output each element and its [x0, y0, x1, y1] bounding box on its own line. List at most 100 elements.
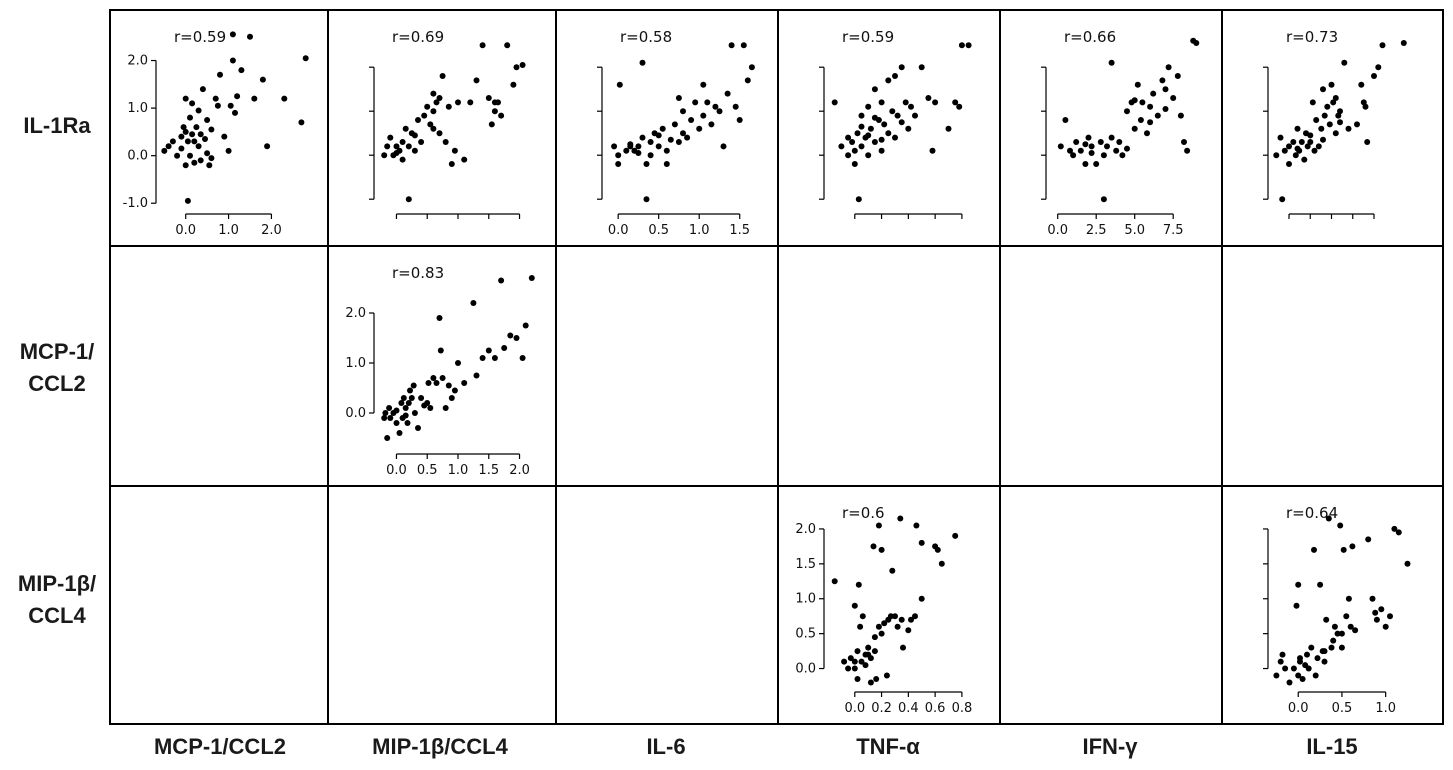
data-point [1070, 152, 1077, 159]
data-point [298, 119, 305, 126]
y-tick-label: 0.5 [795, 627, 816, 642]
data-point [522, 322, 529, 329]
data-point [400, 395, 407, 401]
data-point [1404, 560, 1411, 567]
data-point [1337, 119, 1343, 126]
x-tick-label: 0.6 [925, 701, 946, 716]
data-point [894, 623, 901, 630]
data-point [1352, 627, 1359, 634]
data-point [421, 402, 428, 409]
data-point [1279, 196, 1286, 203]
x-tick-label: 7.5 [1163, 223, 1184, 238]
data-point [1318, 125, 1325, 132]
data-point [1349, 543, 1356, 550]
data-point [867, 679, 874, 686]
data-point [639, 59, 646, 66]
data-point [1282, 665, 1289, 672]
data-point [1378, 606, 1385, 613]
data-point [875, 522, 882, 529]
data-point [479, 42, 486, 49]
x-tick-label: 0.0 [608, 223, 629, 238]
data-point [229, 57, 236, 64]
data-point [1139, 99, 1146, 106]
data-point [1073, 139, 1080, 145]
data-point [881, 620, 888, 627]
data-point [716, 108, 723, 115]
y-tick-label: 0.0 [795, 662, 816, 677]
scatter-plot-0: 0.0 1.0 2.0 -1.0 0.0 1.0 2.0 r=0.59 [123, 28, 309, 238]
data-point [427, 405, 434, 411]
data-point [448, 395, 455, 401]
data-point [862, 651, 869, 658]
y-tick-label: 2.0 [795, 522, 816, 537]
data-point [191, 159, 198, 166]
scatter-plot-2: 0.0 0.5 1.0 1.5 r=0.58 [597, 28, 755, 238]
data-point [1387, 613, 1393, 620]
data-point [611, 143, 618, 150]
data-point [1311, 546, 1317, 553]
data-point [728, 42, 735, 49]
y-tick-label: 1.5 [795, 557, 816, 572]
data-point [1321, 112, 1328, 119]
data-point [929, 147, 936, 154]
col-label-tnf-a: TNF-α [856, 734, 920, 759]
data-point [1358, 81, 1365, 88]
data-point [1273, 672, 1280, 679]
data-point [437, 347, 444, 354]
data-point [1281, 147, 1288, 154]
data-point [865, 644, 872, 651]
data-point [1174, 73, 1181, 79]
data-point [905, 125, 912, 132]
data-point [878, 99, 885, 106]
data-point [1313, 117, 1320, 123]
data-point [1345, 125, 1352, 132]
data-point [885, 77, 892, 84]
data-point [867, 125, 874, 132]
data-point [407, 387, 413, 394]
data-point [221, 133, 228, 140]
x-tick-label: 2.0 [261, 223, 282, 238]
data-point [659, 125, 666, 132]
x-tick-label: 0.0 [175, 223, 196, 238]
data-point [1354, 121, 1360, 128]
data-point [859, 613, 866, 620]
data-point [519, 62, 526, 68]
data-point [191, 138, 198, 145]
data-point [675, 139, 682, 145]
data-point [655, 143, 662, 150]
data-point [1104, 143, 1110, 150]
y-tick-label: 1.0 [345, 356, 366, 371]
correlation-label: r=0.6 [842, 504, 885, 522]
data-point [851, 161, 858, 167]
data-point [430, 125, 437, 132]
data-point [386, 405, 393, 411]
data-point [1286, 161, 1292, 167]
y-tick-label: 0.0 [127, 149, 148, 164]
data-point [1093, 161, 1100, 167]
data-point [473, 372, 480, 379]
data-point [1290, 139, 1297, 145]
data-point [393, 420, 400, 426]
scatter-plot-3: r=0.59 [819, 28, 972, 219]
data-point [1369, 595, 1376, 602]
x-tick-label: 1.0 [689, 223, 710, 238]
data-point [238, 67, 245, 74]
data-point [204, 117, 211, 123]
data-point [193, 124, 200, 131]
data-point [1324, 103, 1331, 110]
row-label-mcp-1-ccl2: MCP-1/CCL2 [19, 339, 95, 396]
data-point [1088, 143, 1095, 150]
data-point [871, 86, 878, 93]
data-point [643, 161, 650, 167]
data-point [854, 676, 861, 682]
data-point [232, 109, 238, 116]
data-point [169, 138, 176, 145]
data-point [838, 143, 845, 150]
data-point [635, 150, 642, 156]
data-point [1365, 536, 1372, 543]
data-point [892, 134, 898, 141]
data-point [1131, 97, 1138, 104]
data-point [913, 522, 920, 529]
data-point [491, 355, 498, 361]
data-point [889, 567, 896, 574]
